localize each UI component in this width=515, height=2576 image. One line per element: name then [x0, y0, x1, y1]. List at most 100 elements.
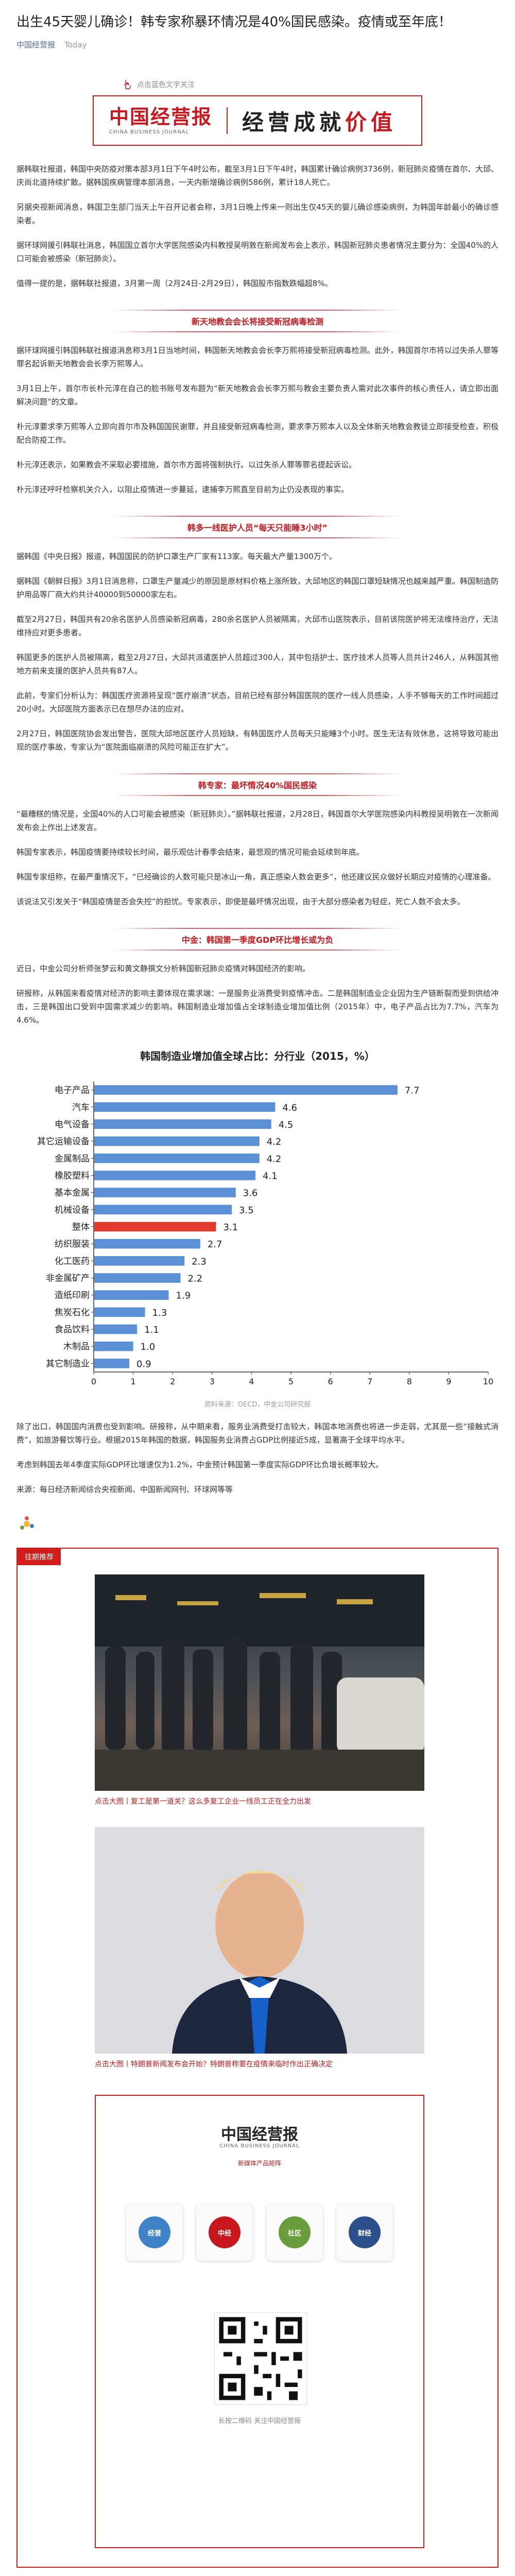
value-label: 3.5: [239, 1205, 254, 1216]
chart-title: 韩国制造业增加值全球占比：分行业（2015，%）: [140, 1050, 375, 1062]
x-tick-label: 8: [407, 1377, 412, 1386]
category-label: 食品饮料: [55, 1325, 90, 1335]
crowd-photo-icon: [95, 1574, 424, 1791]
matrix-subtitle: 新媒体产品矩阵: [237, 2160, 281, 2167]
recommend-caption-1[interactable]: 点击大图丨复工是第一道关？这么多复工企业一线员工正在全力出发: [95, 1798, 311, 1806]
value-label: 7.7: [405, 1086, 420, 1096]
category-label: 基本金属: [55, 1188, 90, 1198]
bar-1: [94, 1102, 276, 1112]
bar-7: [94, 1205, 232, 1215]
x-tick-label: 5: [288, 1377, 294, 1386]
brand-logo-en: CHINA BUSINESS JOURNAL: [109, 129, 190, 135]
portrait-photo-icon: [95, 1827, 424, 2054]
follow-hint-text: 点击蓝色文字关注: [137, 81, 195, 89]
value-label: 0.9: [136, 1359, 151, 1369]
divider-logo-icon: [20, 1516, 34, 1530]
paragraph: 据韩联社报道，韩国中央防疫对策本部3月1日下午4时公布，截至3月1日下午4时，韩…: [16, 164, 499, 187]
category-label: 机械设备: [55, 1205, 90, 1215]
bar-10: [94, 1256, 185, 1266]
paragraph: 据韩国《中央日报》报道，韩国国民的防护口罩生产厂家有113家。每天最大产量130…: [16, 552, 337, 561]
recommend-caption-2[interactable]: 点击大图丨特朗普新闻发布会开始？特朗普称要在疫情来临时作出正确决定: [95, 2060, 333, 2069]
body-section-3: “最糟糕的情况是，全国40%的人口可能会被感染（新冠肺炎）。”据韩联社报道，2月…: [16, 807, 499, 908]
source-link[interactable]: 中国经营报: [16, 40, 56, 49]
app-3-icon: 社区: [279, 2216, 311, 2248]
paragraph: 朴元淳要求李万熙等人立即向首尔市及韩国国民谢罪，并且接受新冠病毒检测，要求李万熙…: [16, 422, 499, 445]
body-section-1: 据环球网援引韩国韩联社报道消息称3月1日当地时间，韩国新天地教会会长李万熙将接受…: [16, 344, 499, 496]
x-tick-label: 9: [446, 1377, 451, 1386]
bar-13: [94, 1307, 145, 1317]
category-label: 橡胶塑料: [55, 1171, 90, 1181]
value-label: 4.6: [282, 1103, 297, 1113]
bar-3: [94, 1136, 260, 1146]
body-section-4: 近日，中金公司分析师张梦云和黄文静撰文分析韩国新冠肺炎疫情对韩国经济的影响。 研…: [16, 962, 499, 1027]
follow-hint-row[interactable]: 点击蓝色文字关注: [104, 79, 195, 90]
brand-slogan: 经营成就价值: [242, 109, 397, 135]
matrix-icon-row: 经营 中经 社区 财经: [96, 2204, 423, 2261]
bar-8: [94, 1222, 216, 1232]
follow-hint: 点击蓝色文字关注 中国经营报 CHINA BUSINESS JOURNAL 经营…: [16, 79, 499, 146]
qr-code-icon[interactable]: [214, 2312, 307, 2405]
x-tick-label: 2: [170, 1377, 175, 1386]
bar-2: [94, 1119, 271, 1129]
paragraph: 值得一提的是，据韩联社报道，3月第一周（2月24日-2月29日），韩国股市指数跌…: [16, 279, 333, 288]
value-label: 2.2: [188, 1274, 203, 1284]
paragraph: 除了出口，韩国国内消费也受到影响。研报称，从中期来看，服务业消费受打击较大，韩国…: [16, 1422, 499, 1445]
paragraph: 截至2月27日，韩国共有20余名医护人员感染新冠病毒，280余名医护人员被隔离，…: [16, 615, 499, 637]
x-tick-label: 10: [483, 1377, 493, 1386]
x-tick-label: 4: [249, 1377, 254, 1386]
category-label: 电子产品: [55, 1086, 90, 1096]
industry-share-chart: 韩国制造业增加值全球占比：分行业（2015，%） 0 1 2 3 4 5 6 7 8 9 10 电子产品…: [16, 1040, 499, 1409]
qr-scan-text: 长按二维码 关注中国经营报: [218, 2417, 301, 2425]
category-label: 电气设备: [55, 1120, 90, 1130]
value-label: 1.9: [176, 1291, 191, 1301]
article-meta: 中国经营报 Today: [16, 39, 499, 50]
category-label: 其它制造业: [46, 1359, 90, 1369]
category-label: 焦炭石化: [55, 1308, 90, 1318]
bar-12: [94, 1290, 169, 1300]
bar-9: [94, 1239, 200, 1249]
body-section-5: 除了出口，韩国国内消费也受到影响。研报称，从中期来看，服务业消费受打击较大，韩国…: [16, 1420, 499, 1496]
paragraph: 另据央视新闻消息，韩国卫生部门当天上午召开记者会称，3月1日晚上传来一则出生仅4…: [16, 202, 499, 225]
bar-5: [94, 1171, 256, 1180]
category-label: 化工医药: [55, 1256, 90, 1266]
value-label: 4.5: [279, 1120, 294, 1130]
recommend-image-1[interactable]: [95, 1574, 424, 1791]
paragraph: 此前，专家们分析认为：韩国医疗资源将呈现“医疗崩溃”状态，目前已经有部分韩国医院…: [16, 691, 499, 714]
category-label: 整体: [72, 1222, 90, 1232]
x-tick-label: 0: [91, 1377, 96, 1386]
paragraph: 考虑到韩国去年4季度实际GDP环比增速仅为1.2%，中金预计韩国第一季度实际GD…: [16, 1460, 384, 1469]
category-label: 金属制品: [55, 1154, 90, 1164]
matrix-logo-en: CHINA BUSINESS JOURNAL: [219, 2143, 300, 2149]
paragraph: 3月1日上午，首尔市长朴元淳在自己的脸书账号发布题为“新天地教会会长李万熙与教会…: [16, 384, 499, 406]
paragraph: 该说法又引发关于“韩国疫情是否会失控”的担忧。专家表示，即使是最坏情况出现，由于…: [16, 897, 465, 906]
category-label: 汽车: [72, 1103, 90, 1113]
category-label: 造纸印刷: [55, 1291, 90, 1301]
paragraph: 据韩国《朝鲜日报》3月1日消息称，口罩生产量减少的原因是原材料价格上涨所致，大邱…: [16, 577, 499, 599]
matrix-app-4[interactable]: 财经: [336, 2204, 393, 2261]
paragraph: 据环球网援引韩国韩联社报道消息称3月1日当地时间，韩国新天地教会会长李万熙将接受…: [16, 346, 499, 368]
value-label: 3.6: [243, 1188, 258, 1199]
matrix-app-2[interactable]: 中经: [196, 2204, 253, 2261]
bar-16: [94, 1359, 129, 1368]
brand-logo-cn: 中国经营报: [109, 105, 213, 128]
recommendation-box: 往期推荐 点击大图丨复工是第一道关？这么多复工企业一线员工正在全力出发: [16, 1548, 499, 2568]
paragraph: “最糟糕的情况是，全国40%的人口可能会被感染（新冠肺炎）。”据韩联社报道，2月…: [16, 809, 499, 832]
paragraph: 据环球网援引韩联社消息，韩国国立首尔大学医院感染内科教授吴明敦在新闻发布会上表示…: [16, 241, 499, 263]
matrix-app-3[interactable]: 社区: [266, 2204, 323, 2261]
section-heading-1: 新天地教会会长将接受新冠病毒检测: [16, 310, 499, 332]
value-label: 1.0: [141, 1342, 156, 1352]
category-label: 木制品: [63, 1342, 90, 1352]
paragraph: 近日，中金公司分析师张梦云和黄文静撰文分析韩国新冠肺炎疫情对韩国经济的影响。: [16, 964, 311, 973]
section-heading-4: 中金：韩国第一季度GDP环比增长或为负: [16, 928, 499, 951]
category-label: 其它运输设备: [37, 1137, 90, 1147]
x-tick-label: 1: [131, 1377, 136, 1386]
article-title: 出生45天婴儿确诊！韩专家称暴环情况是40%国民感染。疫情或至年底！: [16, 14, 452, 30]
chart-source: 资料来源：OECD，中金公司研究部: [204, 1401, 311, 1409]
matrix-app-1[interactable]: 经营: [126, 2204, 183, 2261]
body-section-2: 据韩国《中央日报》报道，韩国国民的防护口罩生产厂家有113家。每天最大产量130…: [16, 550, 499, 754]
banner-divider: [227, 107, 228, 134]
paragraph: 朴元淳还表示，如果教会不采取必要措施，首尔市方面将强制执行。以过失杀人罪等罪名提…: [16, 460, 357, 469]
paragraph: 来源：每日经济新闻综合央视新闻、中国新闻网刊、环球网等等: [16, 1485, 233, 1494]
recommend-image-2[interactable]: [95, 1827, 424, 2054]
